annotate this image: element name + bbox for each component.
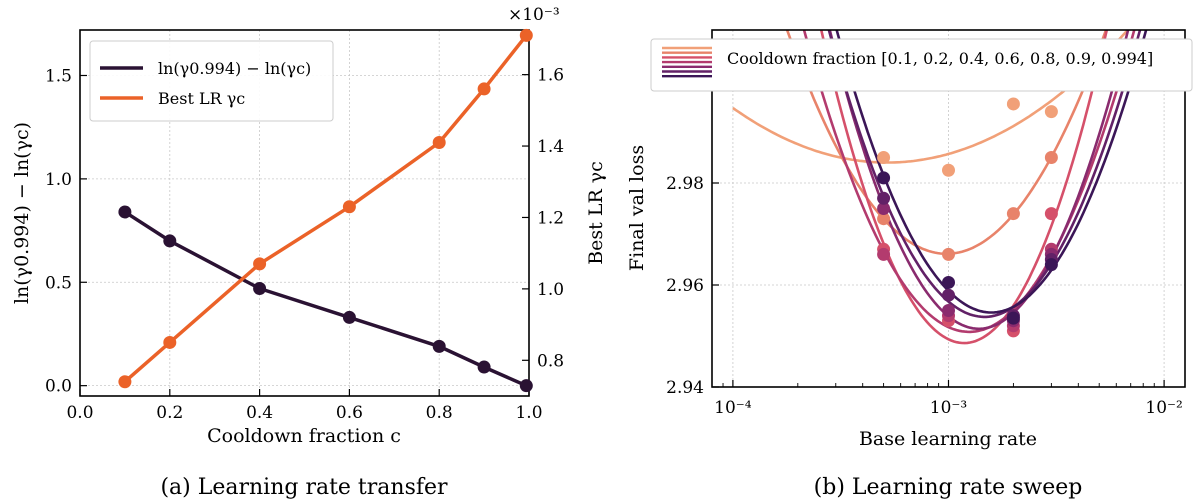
panel-a-x-tick-label: 1.0 <box>515 403 542 423</box>
panel-b-y-tick-label: 2.96 <box>666 276 704 296</box>
panel-a-legend-box <box>89 40 334 122</box>
legend-label-ratio: ln(γ0.994) − ln(γc) <box>158 59 311 78</box>
panel-b-x-tick-label: 10⁻⁴ <box>714 398 752 418</box>
panel-b-point-0 <box>942 163 955 177</box>
panel-b-point-0 <box>1044 105 1058 119</box>
panel-a-point-1 <box>253 257 267 271</box>
panel-a-point-0 <box>432 339 446 353</box>
panel-b-y-tick-label: 2.98 <box>666 174 704 194</box>
panel-a-point-1 <box>118 375 132 389</box>
panel-b-point-0 <box>1006 97 1020 111</box>
panel-b-legend: Cooldown fraction [0.1, 0.2, 0.4, 0.6, 0… <box>650 38 1193 92</box>
panel-b-point-6 <box>1006 311 1020 325</box>
panel-b-y-ticks: 2.942.962.983.00 <box>666 72 719 398</box>
panel-b-point-1 <box>942 247 955 261</box>
panel-b-caption: (b) Learning rate sweep <box>814 475 1083 500</box>
panel-a-x-tick-label: 0.0 <box>66 403 93 423</box>
panel-b-point-6 <box>877 171 891 185</box>
panel-b-point-4 <box>877 202 891 215</box>
panel-a: 0.0 0.2 0.4 0.6 0.8 1.0 0.0 0.5 1.0 1.5 0.8 1.0 1.… <box>11 5 607 500</box>
panel-a-y-left-tick-label: 1.0 <box>45 170 72 190</box>
panel-a-y-left-tick-label: 0.0 <box>45 377 72 397</box>
panel-a-y-right-tick-label: 1.2 <box>537 208 564 228</box>
panel-a-legend: ln(γ0.994) − ln(γc) Best LR γc <box>89 40 334 122</box>
panel-b-legend-label: Cooldown fraction [0.1, 0.2, 0.4, 0.6, 0… <box>727 49 1153 68</box>
panel-a-y-left-label: ln(γ0.994) − ln(γc) <box>11 122 33 304</box>
panel-a-caption: (a) Learning rate transfer <box>160 475 448 500</box>
panel-a-y-left-ticks: 0.0 0.5 1.0 1.5 <box>45 66 87 397</box>
panel-b-x-tick-label: 10⁻³ <box>930 398 967 418</box>
panel-b-y-tick-label: 2.94 <box>666 378 704 398</box>
panel-a-y-right-tick-label: 0.8 <box>537 351 564 371</box>
panel-a-y-left-tick-label: 1.5 <box>45 66 72 86</box>
panel-a-y-right-tick-label: 1.4 <box>537 137 564 157</box>
panel-a-point-0 <box>118 205 132 219</box>
panel-b-x-tick-label: 10⁻² <box>1145 398 1182 418</box>
panel-a-series-line-0 <box>123 210 528 388</box>
panel-a-x-tick-label: 0.4 <box>246 403 273 423</box>
panel-b-point-2 <box>1044 207 1058 221</box>
panel-b-point-4 <box>942 304 955 317</box>
panel-a-series <box>118 28 533 393</box>
panel-a-point-0 <box>519 379 533 393</box>
panel-a-right-multiplier: ×10⁻³ <box>508 5 560 25</box>
panel-b-legend-box <box>650 38 1193 92</box>
panel-a-point-0 <box>342 310 356 324</box>
panel-a-point-1 <box>432 135 446 149</box>
panel-a-y-left-tick-label: 0.5 <box>45 273 72 293</box>
panel-b-points <box>877 97 1058 338</box>
legend-label-best-lr: Best LR γc <box>158 89 245 108</box>
panel-b-x-ticks: 10⁻⁴ 10⁻³ 10⁻² <box>714 380 1183 418</box>
panel-b-y-label: Final val loss <box>626 145 648 271</box>
panel-a-x-tick-label: 0.8 <box>426 403 453 423</box>
panel-a-frame <box>79 29 530 397</box>
panel-a-point-1 <box>477 82 491 96</box>
panel-a-y-right-label: Best LR γc <box>585 161 607 265</box>
panel-a-x-label: Cooldown fraction c <box>207 425 401 447</box>
panel-a-x-tick-label: 0.6 <box>336 403 363 423</box>
panel-b-point-3 <box>877 247 891 261</box>
panel-b-legend-swatches <box>662 46 712 78</box>
panel-a-point-1 <box>519 28 533 42</box>
panel-a-point-0 <box>163 234 177 248</box>
panel-b-point-1 <box>1044 151 1058 164</box>
panel-b-point-0 <box>877 151 891 164</box>
panel-b-point-5 <box>877 191 891 205</box>
panel-a-point-0 <box>253 281 267 295</box>
panel-b: 10⁻⁴10⁻³10⁻² 2.942.962.983.00 Cooldown f… <box>626 29 1193 500</box>
panel-b-point-1 <box>877 212 891 226</box>
panel-a-point-1 <box>163 335 177 349</box>
panel-b-point-1 <box>1006 207 1020 221</box>
panel-a-y-right-tick-label: 1.0 <box>537 280 564 300</box>
panel-a-point-0 <box>477 360 491 374</box>
panel-a-y-right-tick-label: 1.6 <box>537 66 564 86</box>
panel-a-point-1 <box>342 200 356 214</box>
panel-b-point-6 <box>1044 258 1058 272</box>
panel-a-x-tick-label: 0.2 <box>156 403 183 423</box>
panel-b-point-6 <box>942 275 955 289</box>
panel-b-x-label: Base learning rate <box>859 428 1037 450</box>
panel-a-x-ticks: 0.0 0.2 0.4 0.6 0.8 1.0 <box>66 389 543 423</box>
panel-b-point-5 <box>942 288 955 302</box>
panel-a-y-right-ticks: 0.8 1.0 1.2 1.4 1.6 <box>522 66 564 371</box>
